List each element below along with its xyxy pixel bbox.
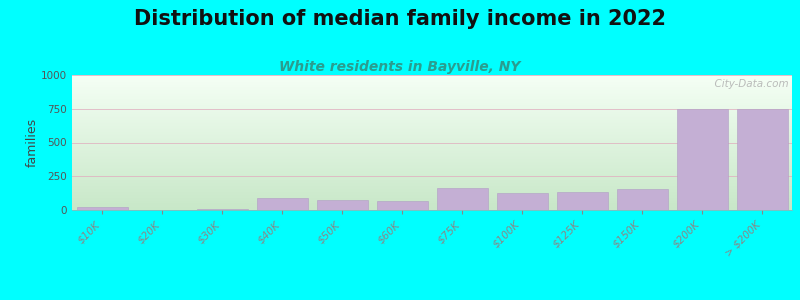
Text: City-Data.com: City-Data.com bbox=[708, 79, 789, 89]
Y-axis label: families: families bbox=[26, 118, 38, 167]
Bar bbox=[377, 200, 427, 210]
Bar bbox=[617, 189, 667, 210]
Bar bbox=[197, 209, 247, 210]
Bar bbox=[497, 193, 547, 210]
Text: Distribution of median family income in 2022: Distribution of median family income in … bbox=[134, 9, 666, 29]
Bar bbox=[557, 192, 607, 210]
Bar bbox=[437, 188, 487, 210]
Bar bbox=[77, 207, 127, 210]
Bar bbox=[677, 109, 727, 210]
Bar bbox=[317, 200, 367, 210]
Bar bbox=[737, 109, 787, 210]
Bar bbox=[257, 198, 307, 210]
Text: White residents in Bayville, NY: White residents in Bayville, NY bbox=[279, 60, 521, 74]
